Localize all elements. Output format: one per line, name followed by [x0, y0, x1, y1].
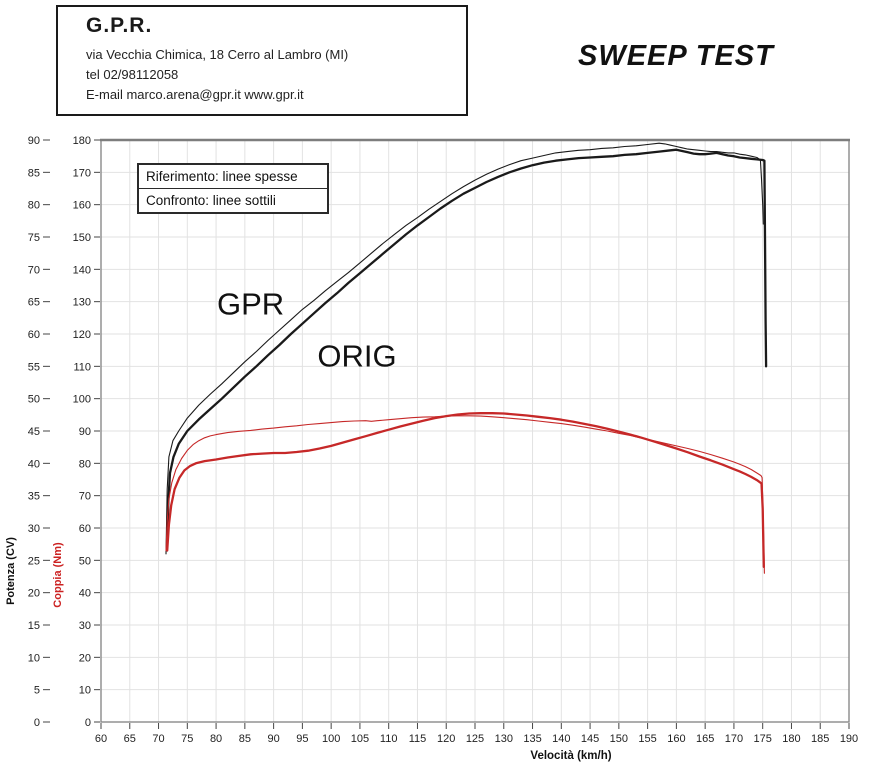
power-tick-label: 90: [28, 135, 40, 147]
x-tick-label: 175: [754, 733, 772, 745]
power-tick-label: 15: [28, 620, 40, 632]
curve-power-gpr-thin: [165, 142, 764, 555]
x-tick-label: 100: [322, 733, 340, 745]
power-tick-label: 55: [28, 361, 40, 373]
curve-power-orig-thick: [166, 148, 768, 549]
company-name: G.P.R.: [86, 14, 153, 37]
power-tick-label: 60: [28, 329, 40, 341]
company-phone: tel 02/98112058: [86, 67, 179, 82]
curve-torque-orig-thick: [166, 412, 765, 568]
torque-tick-label: 0: [85, 717, 91, 729]
power-tick-label: 10: [28, 652, 40, 664]
torque-tick-label: 120: [73, 329, 91, 341]
torque-tick-label: 30: [79, 620, 91, 632]
x-tick-label: 170: [725, 733, 743, 745]
x-tick-label: 70: [152, 733, 164, 745]
power-tick-label: 80: [28, 200, 40, 212]
x-tick-label: 120: [437, 733, 455, 745]
company-address: via Vecchia Chimica, 18 Cerro al Lambro …: [86, 47, 349, 62]
x-tick-label: 135: [523, 733, 541, 745]
company-email: E-mail marco.arena@gpr.it www.gpr.it: [86, 87, 304, 102]
legend-comparison-row: Confronto: linee sottili: [146, 193, 276, 208]
x-tick-label: 140: [552, 733, 570, 745]
power-tick-label: 45: [28, 426, 40, 438]
x-tick-label: 80: [210, 733, 222, 745]
x-tick-label: 95: [296, 733, 308, 745]
x-tick-label: 150: [610, 733, 628, 745]
power-tick-label: 0: [34, 717, 40, 729]
torque-tick-label: 110: [73, 361, 91, 373]
torque-tick-label: 50: [79, 555, 91, 567]
power-tick-label: 30: [28, 523, 40, 535]
x-tick-label: 165: [696, 733, 714, 745]
legend-box: Riferimento: linee spesse Confronto: lin…: [137, 163, 329, 214]
legend-reference-row: Riferimento: linee spesse: [139, 165, 327, 189]
x-tick-label: 85: [239, 733, 251, 745]
torque-axis-title: Coppia (Nm): [52, 542, 64, 608]
x-tick-label: 155: [638, 733, 656, 745]
torque-tick-label: 20: [79, 652, 91, 664]
power-tick-label: 65: [28, 297, 40, 309]
x-tick-label: 180: [782, 733, 800, 745]
power-tick-label: 85: [28, 167, 40, 179]
x-tick-label: 185: [811, 733, 829, 745]
torque-tick-label: 180: [73, 135, 91, 147]
curve-torque-gpr-thin: [165, 415, 765, 574]
x-tick-label: 75: [181, 733, 193, 745]
torque-tick-label: 40: [79, 588, 91, 600]
torque-tick-label: 140: [73, 264, 91, 276]
torque-tick-label: 90: [79, 426, 91, 438]
x-tick-label: 60: [95, 733, 107, 745]
power-tick-label: 70: [28, 264, 40, 276]
x-tick-label: 145: [581, 733, 599, 745]
x-tick-label: 130: [495, 733, 513, 745]
company-info-box: G.P.R. via Vecchia Chimica, 18 Cerro al …: [56, 5, 468, 116]
torque-tick-label: 170: [73, 167, 91, 179]
power-tick-label: 25: [28, 555, 40, 567]
torque-tick-label: 60: [79, 523, 91, 535]
x-tick-label: 125: [466, 733, 484, 745]
x-tick-label: 110: [380, 733, 398, 745]
power-tick-label: 50: [28, 394, 40, 406]
torque-tick-label: 150: [73, 232, 91, 244]
x-tick-label: 90: [267, 733, 279, 745]
x-axis-title: Velocità (km/h): [530, 750, 611, 762]
power-tick-label: 20: [28, 588, 40, 600]
torque-tick-label: 70: [79, 491, 91, 503]
torque-tick-label: 160: [73, 200, 91, 212]
x-tick-label: 105: [351, 733, 369, 745]
power-tick-label: 40: [28, 458, 40, 470]
torque-tick-label: 10: [79, 685, 91, 697]
torque-tick-label: 100: [73, 394, 91, 406]
power-tick-label: 75: [28, 232, 40, 244]
page-title: SWEEP TEST: [578, 40, 774, 72]
power-tick-label: 35: [28, 491, 40, 503]
x-tick-label: 65: [124, 733, 136, 745]
x-tick-label: 115: [409, 733, 427, 745]
torque-tick-label: 80: [79, 458, 91, 470]
x-tick-label: 160: [667, 733, 685, 745]
curve-label-orig: ORIG: [317, 338, 396, 373]
power-tick-label: 5: [34, 685, 40, 697]
curve-label-gpr: GPR: [217, 287, 284, 322]
x-tick-label: 190: [840, 733, 858, 745]
power-axis-title: Potenza (CV): [5, 537, 17, 605]
torque-tick-label: 130: [73, 297, 91, 309]
